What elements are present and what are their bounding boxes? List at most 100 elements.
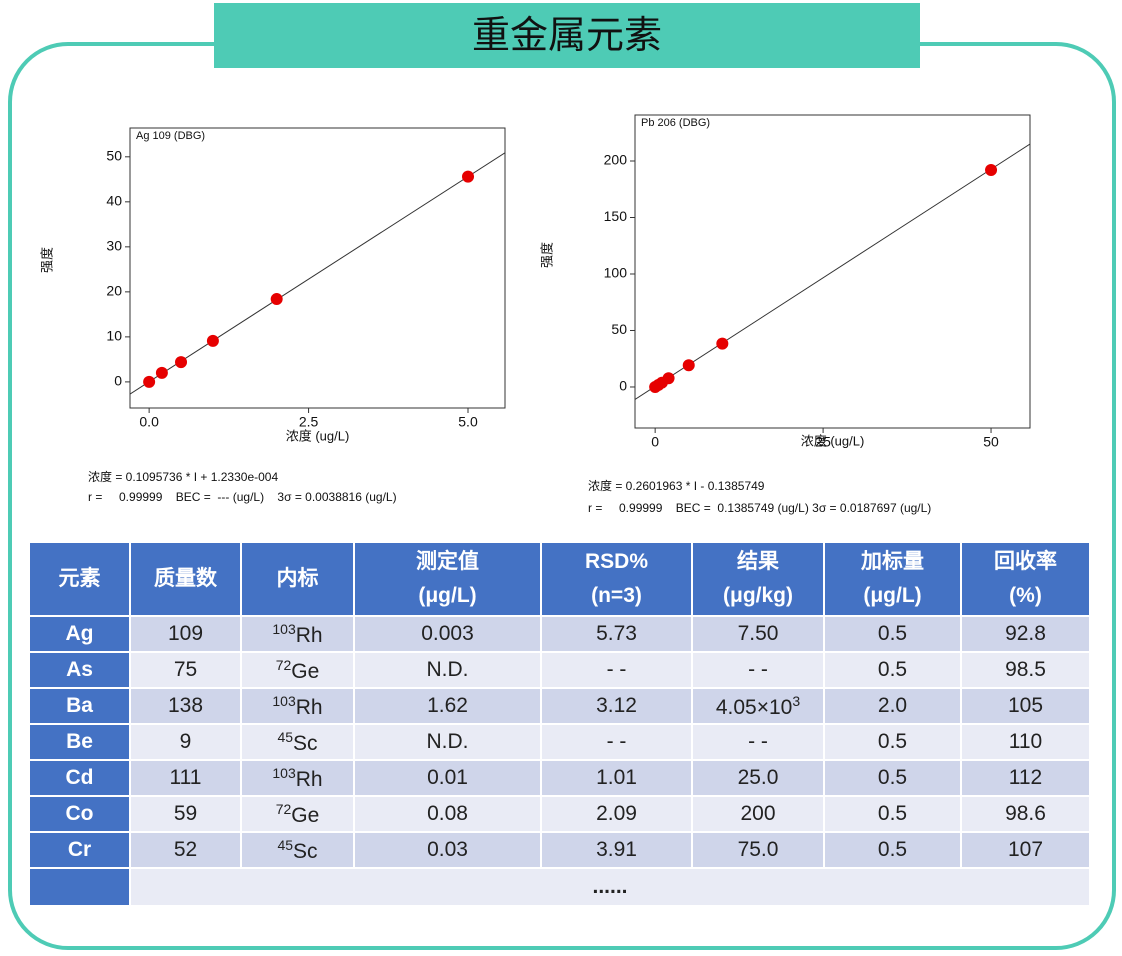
y-tick-label: 100 (604, 265, 628, 281)
table-cell: 110 (962, 725, 1091, 761)
table-cell: 103Rh (242, 761, 355, 797)
cell-text: Rh (295, 623, 323, 647)
table-cell: 109 (131, 617, 242, 653)
data-point (985, 164, 998, 177)
header-text: 结果 (737, 550, 779, 573)
cell-text: N.D. (426, 658, 469, 681)
x-axis-label: 浓度 (ug/L) (801, 433, 865, 448)
cell-text: 0.5 (877, 802, 908, 825)
y-tick-label: 30 (106, 238, 122, 254)
header-cell: 结果 (μg/kg) (693, 543, 825, 617)
table-cell: - - (542, 653, 693, 689)
cell-text: 0.5 (877, 838, 908, 861)
table-cell: 25.0 (693, 761, 825, 797)
cell-text: 59 (173, 802, 198, 825)
fit-line (635, 143, 1030, 400)
table-cell: 45Sc (242, 833, 355, 869)
cell-text: 7.50 (737, 622, 779, 645)
header-text: 内标 (276, 567, 319, 590)
plot-frame (634, 114, 1031, 429)
x-tick-label: 50 (983, 434, 999, 450)
cell-text: 5.73 (596, 622, 637, 645)
cell-text: - - (606, 658, 627, 681)
element-cell: Be (30, 725, 131, 761)
cell-text: 200 (740, 802, 776, 825)
cell-text: 75.0 (737, 838, 779, 861)
table-cell: 0.5 (825, 761, 962, 797)
table-cell: - - (693, 725, 825, 761)
data-point (682, 359, 695, 372)
y-tick-label: 10 (106, 328, 122, 344)
y-tick-label: 150 (604, 208, 628, 224)
table-cell: 2.0 (825, 689, 962, 725)
cell-text: 25.0 (737, 766, 779, 789)
cell-text: Ba (66, 694, 93, 717)
data-point (155, 366, 168, 379)
header-cell: 回收率 (%) (962, 543, 1091, 617)
table-cell: 200 (693, 797, 825, 833)
cell-text: 110 (1008, 730, 1043, 753)
cell-text: 107 (1007, 838, 1044, 861)
table-cell: - - (693, 653, 825, 689)
cell-text: 4.05×10 (715, 695, 793, 719)
y-axis-label: 强度 (39, 247, 54, 273)
cell-text: 98.5 (1005, 658, 1046, 681)
cell-text: Ge (291, 659, 320, 683)
data-point (175, 356, 188, 369)
table-cell: 107 (962, 833, 1091, 869)
x-axis-label: 浓度 (ug/L) (286, 428, 350, 443)
table-cell: 111 (131, 761, 242, 797)
ellipsis: ...... (592, 875, 628, 898)
table-cell: 112 (962, 761, 1091, 797)
table-row: Cr 52 45Sc 0.03 3.91 75.0 0.5 107 (30, 833, 1091, 869)
calibration-equation: r = 0.99999 BEC = 0.1385749 (ug/L) 3σ = … (588, 501, 931, 515)
cell-text: 2.0 (877, 694, 908, 717)
header-text: 元素 (58, 567, 101, 590)
table-cell: 0.03 (355, 833, 542, 869)
cell-text: 3.91 (596, 838, 637, 861)
x-tick-label: 0 (651, 434, 659, 450)
cell-text: 0.03 (427, 838, 468, 861)
table-cell: 7.50 (693, 617, 825, 653)
table-cell: 138 (131, 689, 242, 725)
table-cell: 0.5 (825, 653, 962, 689)
x-tick-label: 25 (815, 434, 831, 450)
cell-text: 105 (1007, 694, 1044, 717)
cell-text: 52 (173, 838, 198, 861)
data-point (462, 170, 475, 183)
cell-text: As (66, 658, 93, 681)
header-cell: RSD% (n=3) (542, 543, 693, 617)
header-cell: 内标 (242, 543, 355, 617)
data-table: 元素 质量数 内标 测定值 (μg/L) RSD% (n=3) 结果 (μg/kg) 加标量 (μg… (30, 543, 1091, 907)
table-cell: 0.5 (825, 833, 962, 869)
cell-text: 0.5 (877, 766, 908, 789)
cell-text: 2.09 (596, 802, 637, 825)
table-cell: 0.01 (355, 761, 542, 797)
header-cell: 元素 (30, 543, 131, 617)
cell-text: 109 (167, 622, 204, 645)
table-cell: 75.0 (693, 833, 825, 869)
table-cell: 3.91 (542, 833, 693, 869)
table-row: Be 9 45Sc N.D. - - - - 0.5 110 (30, 725, 1091, 761)
cell-text: - - (606, 730, 627, 753)
header-row: 元素 质量数 内标 测定值 (μg/L) RSD% (n=3) 结果 (μg/kg) 加标量 (μg… (30, 543, 1091, 617)
cell-text: Co (65, 802, 94, 825)
data-point (143, 375, 156, 388)
cell-text: 1.01 (596, 766, 637, 789)
superscript: 103 (272, 764, 296, 781)
slide-title: 重金属元素 (214, 3, 920, 68)
superscript: 103 (272, 620, 296, 637)
cell-text: Cd (65, 766, 94, 789)
cell-text: - - (748, 658, 768, 681)
chart-label: Ag 109 (DBG) (136, 130, 205, 142)
table-cell: 9 (131, 725, 242, 761)
y-tick-label: 200 (604, 152, 628, 168)
header-text: (μg/kg) (722, 584, 793, 607)
element-cell: Ag (30, 617, 131, 653)
y-tick-label: 50 (106, 148, 122, 164)
table-cell: 98.6 (962, 797, 1091, 833)
cell-text: Sc (293, 731, 318, 755)
y-tick-label: 0 (114, 373, 122, 389)
table-cell: 105 (962, 689, 1091, 725)
